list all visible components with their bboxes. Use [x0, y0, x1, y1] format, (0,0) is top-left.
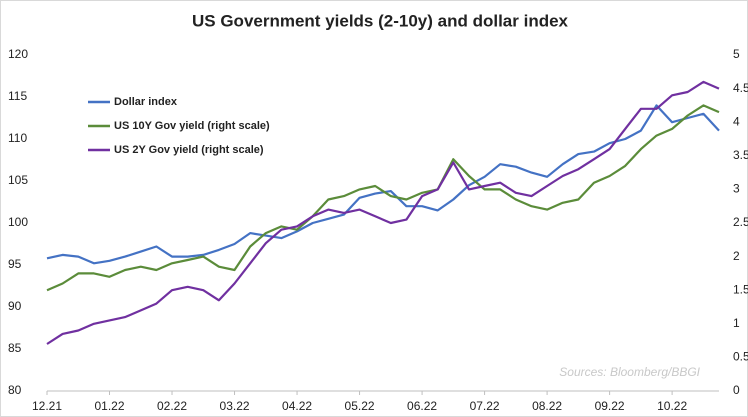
x-tick-label: 03.22 [220, 399, 250, 413]
x-tick-label: 01.22 [94, 399, 124, 413]
x-tick-label: 12.21 [32, 399, 62, 413]
x-tick-label: 10.22 [657, 399, 687, 413]
y-tick-label: 110 [8, 131, 27, 145]
y-tick-label: 120 [8, 47, 28, 61]
y2-tick-label: 0.5 [733, 350, 748, 364]
y-tick-label: 80 [8, 383, 22, 397]
x-tick-label: 02.22 [157, 399, 187, 413]
x-tick-label: 07.22 [470, 399, 500, 413]
y2-tick-label: 2 [733, 249, 740, 263]
series-line [46, 80, 720, 345]
chart-title: US Government yields (2-10y) and dollar … [192, 11, 569, 30]
y2-tick-label: 2.5 [733, 215, 748, 229]
y2-tick-label: 3.5 [733, 148, 748, 162]
y-tick-label: 90 [8, 299, 22, 313]
x-tick-label: 06.22 [407, 399, 437, 413]
legend-label: US 2Y Gov yield (right scale) [114, 144, 264, 156]
x-tick-label: 08.22 [532, 399, 562, 413]
source-note: Sources: Bloomberg/BBGI [559, 365, 700, 379]
y-tick-label: 105 [8, 173, 28, 187]
x-tick-label: 04.22 [282, 399, 312, 413]
y-tick-label: 115 [8, 89, 27, 103]
x-tick-label: 09.22 [595, 399, 625, 413]
legend-label: Dollar index [114, 96, 178, 108]
y2-tick-label: 4 [733, 114, 740, 128]
y-tick-label: 85 [8, 341, 22, 355]
y2-tick-label: 1.5 [733, 282, 748, 296]
y2-tick-label: 5 [733, 47, 740, 61]
y2-tick-label: 4.5 [733, 81, 748, 95]
y-tick-label: 95 [8, 257, 22, 271]
y2-tick-label: 1 [733, 316, 740, 330]
y2-tick-label: 0 [733, 383, 740, 397]
y-tick-label: 100 [8, 215, 28, 229]
x-tick-label: 05.22 [345, 399, 375, 413]
y2-tick-label: 3 [733, 182, 740, 196]
legend-label: US 10Y Gov yield (right scale) [114, 120, 270, 132]
series-line [46, 104, 720, 292]
